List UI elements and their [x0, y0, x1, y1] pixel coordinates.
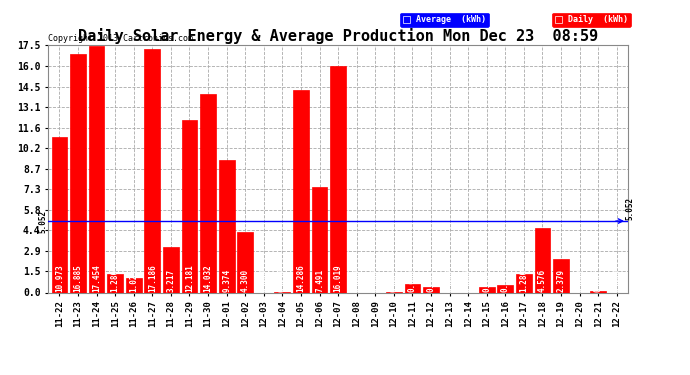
Text: 17.186: 17.186 [148, 264, 157, 292]
Text: 0.000: 0.000 [445, 269, 454, 292]
Bar [70, 54, 86, 292]
Text: 17.454: 17.454 [92, 264, 101, 292]
Text: 9.374: 9.374 [222, 269, 231, 292]
Bar [404, 284, 420, 292]
Bar [423, 287, 439, 292]
Text: 14.286: 14.286 [297, 264, 306, 292]
Text: 0.000: 0.000 [612, 269, 621, 292]
Bar [144, 50, 160, 292]
Bar [237, 232, 253, 292]
Bar [553, 259, 569, 292]
Text: 0.000: 0.000 [371, 269, 380, 292]
Bar [293, 90, 309, 292]
Bar [219, 160, 235, 292]
Bar [200, 94, 216, 292]
Text: 14.032: 14.032 [204, 264, 213, 292]
Text: 0.000: 0.000 [259, 269, 268, 292]
Bar [52, 137, 68, 292]
Text: Copyright 2013 Cartronics.com: Copyright 2013 Cartronics.com [48, 33, 193, 42]
Text: 0.077: 0.077 [593, 269, 602, 292]
Bar [163, 247, 179, 292]
Bar [312, 186, 328, 292]
Text: 0.064: 0.064 [389, 269, 398, 292]
Bar [516, 274, 532, 292]
Bar [479, 287, 495, 292]
Text: 1.280: 1.280 [520, 269, 529, 292]
Text: 0.000: 0.000 [575, 269, 584, 292]
Text: 16.885: 16.885 [74, 264, 83, 292]
Bar [89, 46, 104, 292]
Text: 7.491: 7.491 [315, 269, 324, 292]
Legend: Daily  (kWh): Daily (kWh) [553, 13, 631, 27]
Title: Daily Solar Energy & Average Production Mon Dec 23  08:59: Daily Solar Energy & Average Production … [78, 28, 598, 44]
Bar [181, 120, 197, 292]
Text: 2.379: 2.379 [557, 269, 566, 292]
Bar [107, 274, 123, 292]
Text: 0.361: 0.361 [426, 269, 435, 292]
Text: 1.280: 1.280 [110, 269, 119, 292]
Bar [590, 291, 606, 292]
Text: 4.300: 4.300 [241, 269, 250, 292]
Bar [535, 228, 551, 292]
Text: 12.181: 12.181 [185, 264, 194, 292]
Text: 1.024: 1.024 [129, 269, 138, 292]
Bar [331, 66, 346, 292]
Text: 3.217: 3.217 [166, 269, 175, 292]
Bar [497, 285, 513, 292]
Text: 0.628: 0.628 [408, 269, 417, 292]
Text: 10.973: 10.973 [55, 264, 64, 292]
Text: 0.375: 0.375 [482, 269, 491, 292]
Text: 4.576: 4.576 [538, 269, 547, 292]
Bar [126, 278, 141, 292]
Text: 0.557: 0.557 [501, 269, 510, 292]
Text: 0.000: 0.000 [464, 269, 473, 292]
Text: 5.052: 5.052 [38, 210, 47, 232]
Text: 5.052: 5.052 [625, 196, 634, 220]
Text: 0.000: 0.000 [352, 269, 361, 292]
Text: 16.019: 16.019 [333, 264, 343, 292]
Text: 0.050: 0.050 [278, 269, 287, 292]
